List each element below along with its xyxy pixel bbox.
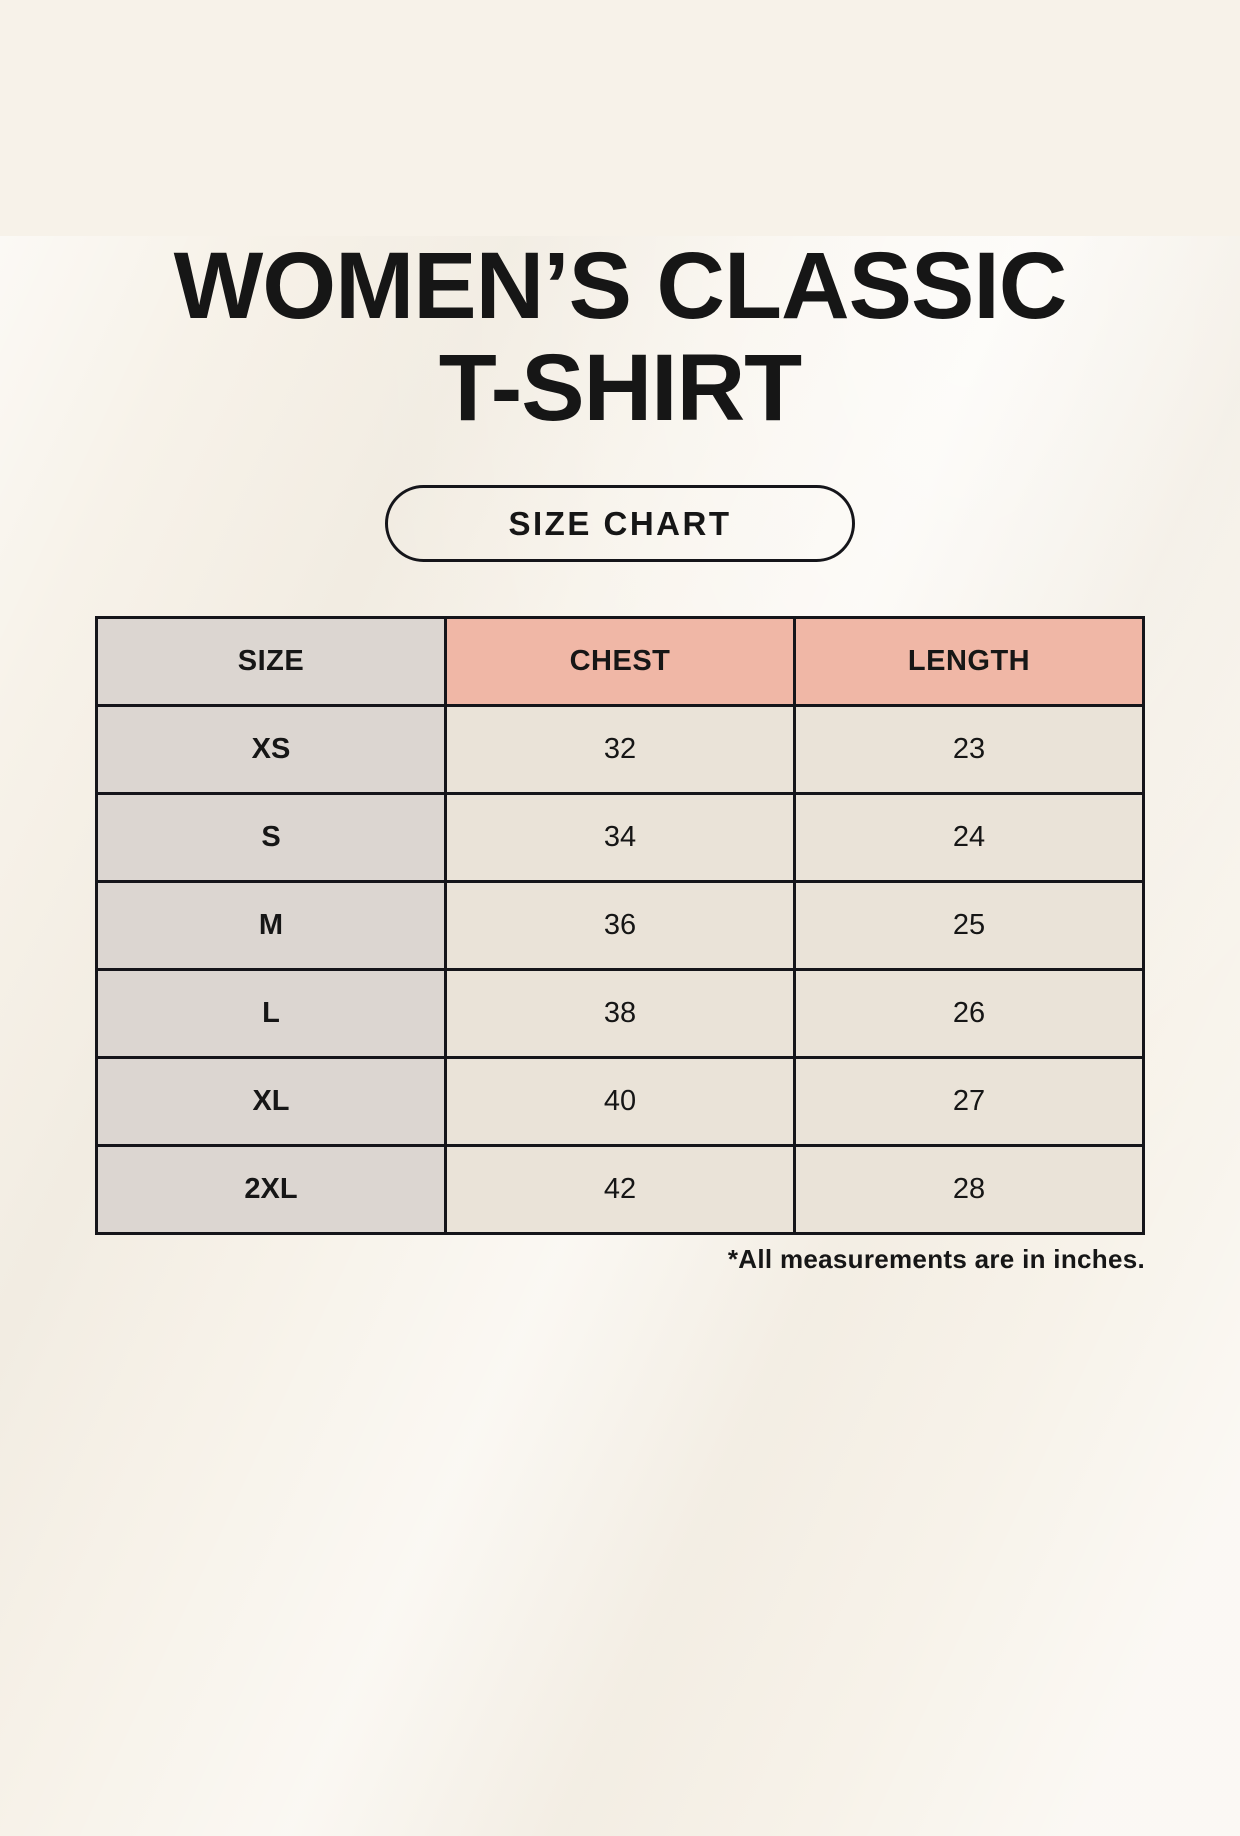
length-cell: 25 bbox=[793, 880, 1145, 972]
length-cell: 23 bbox=[793, 704, 1145, 796]
size-cell: M bbox=[95, 880, 447, 972]
chest-cell: 34 bbox=[444, 792, 796, 884]
size-cell: L bbox=[95, 968, 447, 1060]
measurements-footnote: *All measurements are in inches. bbox=[727, 1244, 1145, 1275]
chest-cell: 32 bbox=[444, 704, 796, 796]
table-row: 2XL 42 28 bbox=[95, 1144, 1145, 1236]
size-cell: S bbox=[95, 792, 447, 884]
length-cell: 28 bbox=[793, 1144, 1145, 1236]
table-row: XS 32 23 bbox=[95, 704, 1145, 796]
table-row: XL 40 27 bbox=[95, 1056, 1145, 1148]
table-row: S 34 24 bbox=[95, 792, 1145, 884]
size-chart-graphic: WOMEN’S CLASSIC T-SHIRT SIZE CHART SIZE … bbox=[0, 233, 1240, 1275]
length-cell: 27 bbox=[793, 1056, 1145, 1148]
table-row: L 38 26 bbox=[95, 968, 1145, 1060]
length-cell: 26 bbox=[793, 968, 1145, 1060]
table-row: M 36 25 bbox=[95, 880, 1145, 972]
page-title-line2: T-SHIRT bbox=[438, 334, 802, 441]
size-cell: 2XL bbox=[95, 1144, 447, 1236]
chest-cell: 36 bbox=[444, 880, 796, 972]
size-chart-badge-label: SIZE CHART bbox=[508, 504, 732, 542]
size-cell: XL bbox=[95, 1056, 447, 1148]
page-title: WOMEN’S CLASSIC T-SHIRT bbox=[0, 233, 1240, 441]
chest-cell: 40 bbox=[444, 1056, 796, 1148]
size-table: SIZE CHEST LENGTH XS 32 23 S 34 24 M 36 … bbox=[95, 616, 1145, 1236]
size-chart-badge: SIZE CHART bbox=[385, 485, 855, 563]
size-cell: XS bbox=[95, 704, 447, 796]
page-title-line1: WOMEN’S CLASSIC bbox=[173, 233, 1068, 339]
column-header-length: LENGTH bbox=[793, 616, 1145, 708]
column-header-size: SIZE bbox=[95, 616, 447, 708]
column-header-chest: CHEST bbox=[444, 616, 796, 708]
table-header-row: SIZE CHEST LENGTH bbox=[95, 616, 1145, 708]
chest-cell: 38 bbox=[444, 968, 796, 1060]
length-cell: 24 bbox=[793, 792, 1145, 884]
chest-cell: 42 bbox=[444, 1144, 796, 1236]
